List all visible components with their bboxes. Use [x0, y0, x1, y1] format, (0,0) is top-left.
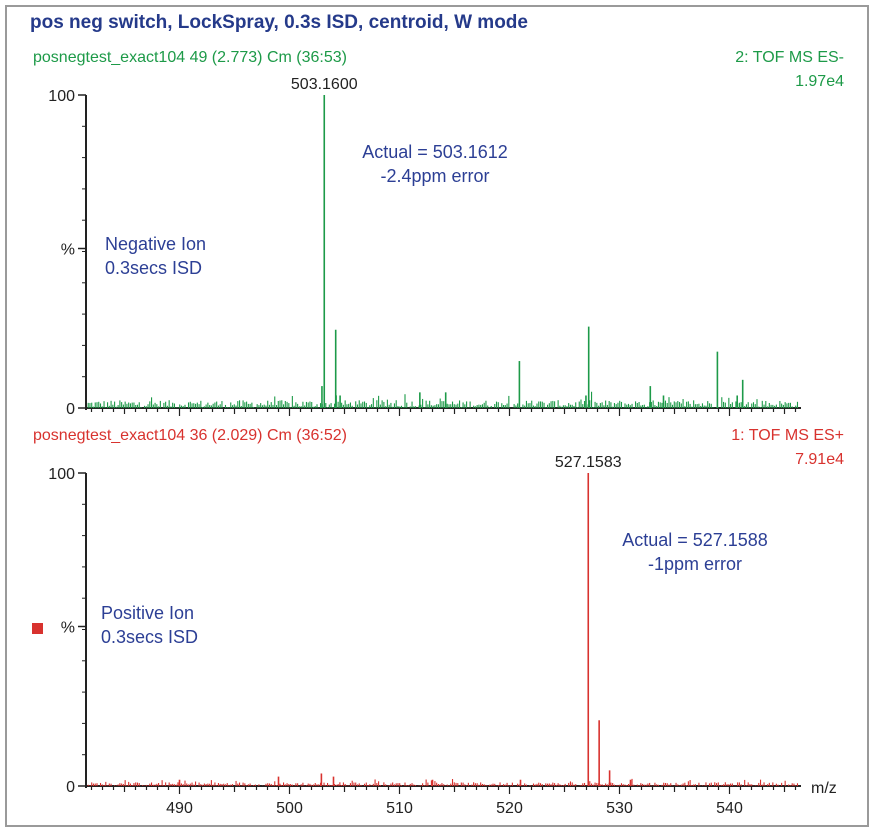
bottom-x-tick-label: 490 — [166, 800, 193, 817]
bottom-x-tick-label: 540 — [716, 800, 743, 817]
top-y-tick-label: 100 — [48, 88, 75, 105]
bottom-actual-line-2: -1ppm error — [647, 554, 743, 574]
top-ion-line-2: 0.3secs ISD — [105, 258, 203, 278]
bottom-peak-label: 527.1583 — [555, 454, 622, 471]
top-intensity-label: 1.97e4 — [795, 73, 844, 90]
bottom-intensity-label: 7.91e4 — [795, 451, 844, 468]
chart-frame — [5, 5, 869, 827]
bottom-ion-line-2: 0.3secs ISD — [101, 627, 199, 647]
bottom-x-tick-label: 510 — [386, 800, 413, 817]
red-square-marker — [32, 623, 43, 634]
top-ion-annotation: Negative Ion 0.3secs ISD — [105, 232, 206, 280]
bottom-y-axis-label: % — [61, 620, 75, 637]
bottom-ion-line-1: Positive Ion — [101, 603, 195, 623]
bottom-actual-annotation: Actual = 527.1588 -1ppm error — [590, 528, 800, 576]
bottom-x-tick-label: 500 — [276, 800, 303, 817]
bottom-scan-label: posnegtest_exact104 36 (2.029) Cm (36:52… — [33, 427, 347, 444]
top-scan-label: posnegtest_exact104 49 (2.773) Cm (36:53… — [33, 49, 347, 66]
top-function-label: 2: TOF MS ES- — [735, 49, 844, 66]
top-ion-line-1: Negative Ion — [105, 234, 207, 254]
bottom-y-tick-label: 100 — [48, 466, 75, 483]
top-y-axis-label: % — [61, 242, 75, 259]
top-actual-annotation: Actual = 503.1612 -2.4ppm error — [330, 140, 540, 188]
top-actual-line-2: -2.4ppm error — [380, 166, 490, 186]
bottom-function-label: 1: TOF MS ES+ — [731, 427, 844, 444]
bottom-x-tick-label: 530 — [606, 800, 633, 817]
top-actual-line-1: Actual = 503.1612 — [362, 142, 508, 162]
top-peak-label: 503.1600 — [291, 76, 358, 93]
top-y-tick-label: 0 — [66, 401, 75, 418]
chart-title: pos neg switch, LockSpray, 0.3s ISD, cen… — [30, 12, 528, 33]
bottom-ion-annotation: Positive Ion 0.3secs ISD — [101, 601, 198, 649]
bottom-y-tick-label: 0 — [66, 779, 75, 796]
bottom-actual-line-1: Actual = 527.1588 — [622, 530, 768, 550]
bottom-x-tick-label: 520 — [496, 800, 523, 817]
bottom-x-axis-label: m/z — [811, 780, 837, 797]
